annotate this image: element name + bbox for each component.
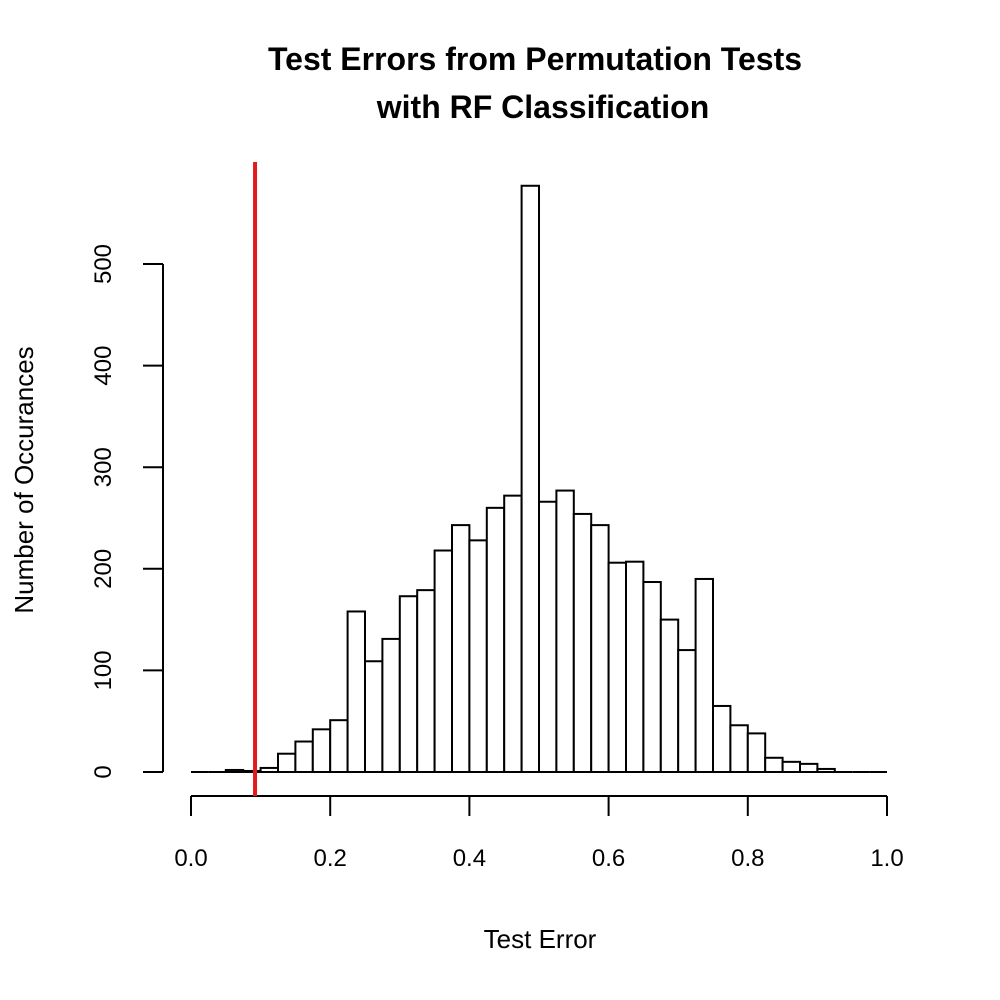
histogram-bar — [503, 494, 523, 773]
histogram-bar — [294, 740, 314, 774]
histogram-bar — [590, 524, 610, 773]
y-tick-label: 500 — [90, 244, 117, 284]
histogram-bar — [659, 618, 680, 773]
histogram-bar — [468, 539, 488, 773]
histogram-bar — [277, 752, 297, 773]
histogram-bar — [224, 768, 245, 774]
x-axis-ticks: 0.0 0.2 0.4 0.6 0.8 1.0 — [174, 796, 904, 872]
x-tick-label: 0.6 — [592, 845, 625, 872]
x-tick-label: 0.2 — [314, 845, 347, 872]
x-tick-label: 0.0 — [174, 845, 207, 872]
histogram-bar — [433, 549, 454, 774]
histogram-bar — [538, 500, 558, 773]
histogram-bar — [712, 704, 732, 774]
histogram-bar — [572, 512, 593, 773]
histogram-bar — [764, 756, 784, 774]
x-tick-label: 0.4 — [453, 845, 486, 872]
histogram-bar — [485, 506, 506, 773]
histogram-bar — [746, 732, 767, 774]
y-tick-label: 200 — [90, 549, 117, 589]
histogram-bar — [259, 766, 280, 773]
histogram-bar — [346, 610, 367, 773]
histogram-bar — [607, 561, 627, 773]
histogram-bar — [364, 660, 384, 773]
histogram-bar — [520, 184, 540, 773]
histogram-bar — [555, 489, 575, 773]
x-tick-label: 1.0 — [870, 845, 903, 872]
histogram-bar — [694, 577, 714, 774]
histogram-bar — [799, 762, 819, 774]
histogram-bar — [398, 595, 419, 773]
histogram-bar — [625, 560, 645, 773]
chart-title-line-2: with RF Classification — [376, 89, 709, 125]
y-tick-label: 400 — [90, 346, 117, 386]
histogram-bar — [642, 581, 662, 773]
y-tick-label: 0 — [90, 765, 117, 778]
histogram-bar — [781, 760, 801, 774]
histogram-bar — [451, 524, 471, 773]
y-axis-ticks: 0 100 200 300 400 500 — [90, 244, 163, 779]
y-axis-label: Number of Occurances — [9, 346, 39, 613]
histogram-bar — [677, 649, 697, 774]
histogram-bar — [329, 719, 349, 774]
y-tick-label: 100 — [90, 650, 117, 690]
x-tick-label: 0.8 — [731, 845, 764, 872]
histogram-bars — [191, 184, 887, 774]
histogram-bar — [816, 767, 836, 774]
histogram-bar — [381, 637, 401, 773]
chart-title-line-1: Test Errors from Permutation Tests — [268, 41, 802, 77]
histogram-bar — [729, 724, 749, 773]
y-tick-label: 300 — [90, 447, 117, 487]
histogram-bar — [416, 589, 436, 773]
x-axis-label: Test Error — [484, 924, 597, 954]
histogram-bar — [242, 769, 262, 774]
histogram-bar — [311, 728, 332, 774]
